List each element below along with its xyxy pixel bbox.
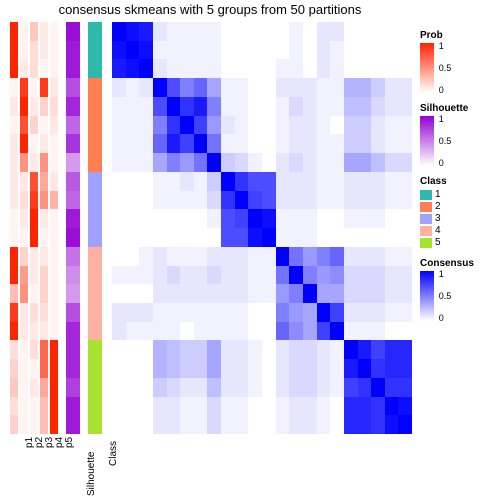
legend-silhouette-gradient — [420, 116, 434, 166]
legend-consensus-gradient — [420, 271, 434, 321]
legend-consensus: Consensus 1 0.5 0 — [420, 258, 500, 321]
consensus-heatmap — [112, 22, 412, 434]
annotation-tracks — [10, 22, 105, 434]
anno-col-p4 — [40, 22, 48, 434]
legend-prob: Prob 1 0.5 0 — [420, 30, 500, 93]
legend-silhouette: Silhouette 1 0.5 0 — [420, 103, 500, 166]
legend-class-title: Class — [420, 176, 500, 187]
anno-col-p1 — [10, 22, 18, 434]
anno-col-p5 — [50, 22, 58, 434]
class-swatch-3: 3 — [420, 213, 500, 224]
chart-title: consensus skmeans with 5 groups from 50 … — [0, 2, 420, 17]
class-swatch-5: 5 — [420, 237, 500, 248]
legend-silhouette-title: Silhouette — [420, 103, 500, 114]
anno-col-Silhouette — [66, 22, 80, 434]
xlabel-Class: Class — [108, 441, 119, 466]
class-swatch-2: 2 — [420, 201, 500, 212]
anno-col-Class — [88, 22, 102, 434]
legend-consensus-title: Consensus — [420, 258, 500, 269]
x-axis-labels: p1p2p3p4p5SilhouetteClass — [10, 434, 410, 489]
class-swatch-1: 1 — [420, 189, 500, 200]
class-swatch-4: 4 — [420, 225, 500, 236]
xlabel-Silhouette: Silhouette — [86, 452, 97, 496]
xlabel-p5: p5 — [64, 437, 75, 448]
legend-prob-title: Prob — [420, 30, 500, 41]
legends-panel: Prob 1 0.5 0 Silhouette 1 0.5 0 Class 12… — [420, 30, 500, 331]
legend-prob-gradient — [420, 43, 434, 93]
legend-class: Class 12345 — [420, 176, 500, 248]
anno-col-p2 — [20, 22, 28, 434]
anno-col-p3 — [30, 22, 38, 434]
